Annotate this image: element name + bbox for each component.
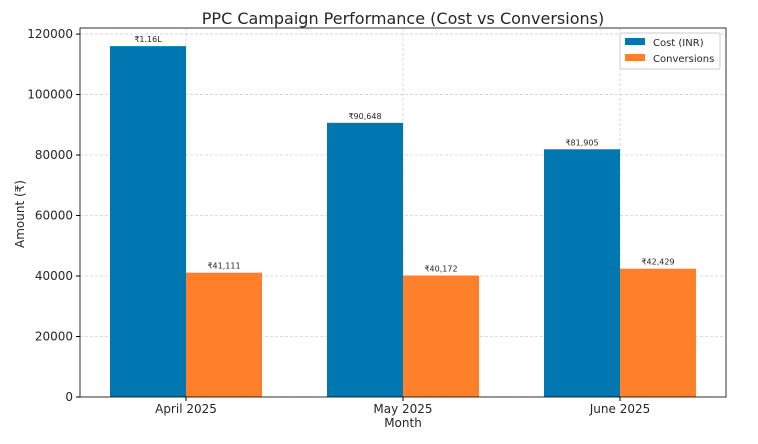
bar-data-label: ₹90,648: [348, 112, 381, 121]
legend: Cost (INR) Conversions: [619, 32, 721, 70]
x-tick-label: June 2025: [589, 402, 651, 416]
bar-conversions: [186, 272, 262, 397]
bar-conversions: [403, 275, 479, 397]
x-tick-label: May 2025: [373, 402, 432, 416]
legend-swatch: [625, 54, 645, 61]
chart-title: PPC Campaign Performance (Cost vs Conver…: [202, 9, 604, 28]
legend-label: Conversions: [653, 54, 714, 65]
bar-data-label: ₹41,111: [207, 262, 240, 271]
legend-label: Cost (INR): [653, 38, 704, 49]
y-tick-label: 20000: [35, 330, 73, 344]
legend-swatch: [625, 38, 645, 45]
bar-cost: [544, 149, 620, 397]
bar-data-label: ₹1.16L: [134, 35, 162, 44]
y-tick-label: 0: [65, 390, 73, 404]
y-tick-label: 100000: [27, 88, 73, 102]
y-axis-label: Amount (₹): [13, 180, 27, 248]
bar-conversions: [620, 268, 696, 397]
bar-cost: [110, 46, 186, 397]
bar-cost: [327, 122, 403, 397]
x-tick-label: April 2025: [155, 402, 217, 416]
x-axis-label: Month: [384, 416, 422, 430]
y-tick-label: 40000: [35, 269, 73, 283]
bar-data-label: ₹40,172: [424, 264, 457, 273]
y-tick-label: 80000: [35, 148, 73, 162]
y-tick-label: 60000: [35, 209, 73, 223]
bar-data-label: ₹81,905: [565, 138, 598, 147]
y-tick-label: 120000: [27, 27, 73, 41]
plot-frame: [79, 27, 727, 398]
bar-data-label: ₹42,429: [641, 258, 674, 267]
